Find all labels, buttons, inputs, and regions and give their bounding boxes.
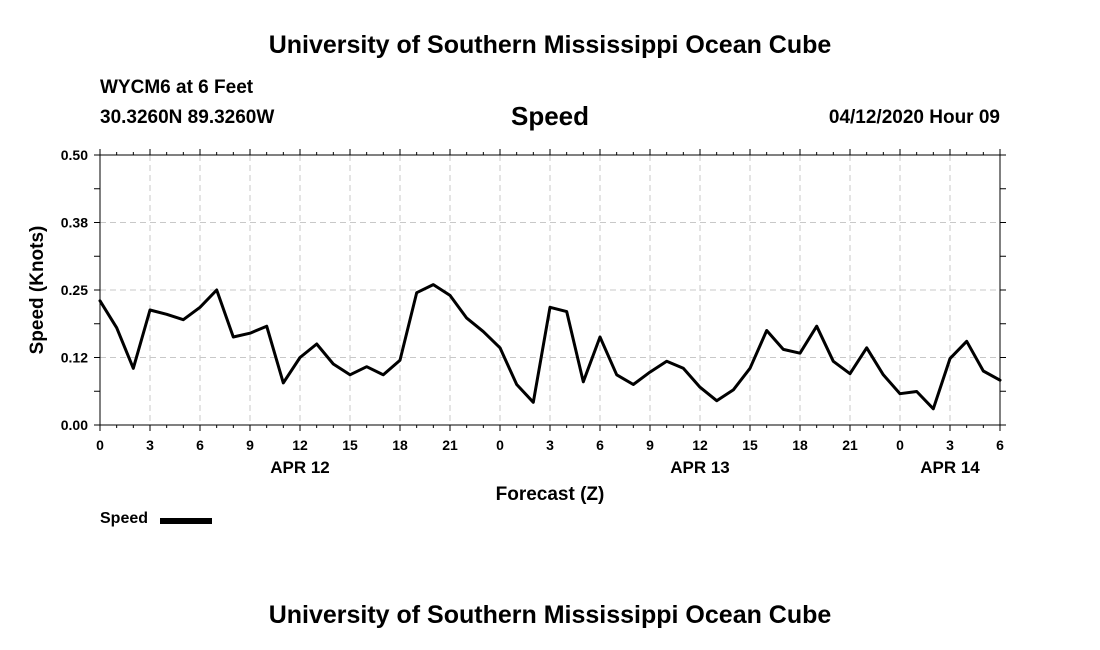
x-tick-label: 9 xyxy=(646,437,654,453)
x-tick-label: 12 xyxy=(692,437,708,453)
speed-data-point xyxy=(582,381,585,383)
speed-data-point xyxy=(332,363,335,365)
x-tick-label: 6 xyxy=(196,437,204,453)
speed-data-point xyxy=(782,348,785,351)
x-tick-label: 0 xyxy=(496,437,504,453)
station-label: WYCM6 at 6 Feet xyxy=(100,77,254,98)
y-tick-label: 0.12 xyxy=(61,350,88,366)
speed-data-point xyxy=(682,367,685,370)
speed-data-point xyxy=(382,373,385,376)
speed-data-point xyxy=(965,340,968,343)
speed-data-point xyxy=(649,371,651,373)
x-tick-label: 0 xyxy=(96,437,104,453)
speed-data-point xyxy=(149,309,151,311)
x-tick-label: 18 xyxy=(392,437,408,453)
x-tick-label: 0 xyxy=(896,437,904,453)
speed-data-point xyxy=(749,367,751,370)
y-tick-label: 0.38 xyxy=(61,215,88,231)
y-tick-label: 0.25 xyxy=(61,282,88,298)
speed-data-point xyxy=(449,294,451,297)
speed-data-point xyxy=(715,399,718,402)
date-label: APR 13 xyxy=(670,458,730,477)
x-tick-label: 12 xyxy=(292,437,308,453)
speed-data-point xyxy=(499,346,501,349)
speed-data-point xyxy=(232,336,235,338)
speed-data-point xyxy=(615,373,618,376)
x-tick-label: 21 xyxy=(842,437,858,453)
speed-data-point xyxy=(732,389,735,391)
speed-data-point xyxy=(99,300,101,302)
speed-data-point xyxy=(915,390,918,393)
speed-data-point xyxy=(765,329,768,332)
speed-data-point xyxy=(882,373,885,376)
y-axis-title: Speed (Knots) xyxy=(27,226,48,355)
speed-data-point xyxy=(699,386,701,389)
y-tick-label: 0.50 xyxy=(61,147,88,163)
top-title: University of Southern Mississippi Ocean… xyxy=(268,31,832,59)
chart-title: Speed xyxy=(510,101,590,131)
speed-data-point xyxy=(865,346,868,349)
speed-data-point xyxy=(932,408,935,410)
speed-data-point xyxy=(132,367,135,370)
speed-data-point xyxy=(282,382,285,384)
speed-data-point xyxy=(665,360,668,363)
x-tick-label: 21 xyxy=(442,437,458,453)
x-tick-label: 15 xyxy=(742,437,758,453)
forecast-datetime: 04/12/2020 Hour 09 xyxy=(828,107,1000,128)
speed-data-point xyxy=(565,310,568,313)
speed-data-point xyxy=(115,327,118,329)
speed-data-point xyxy=(299,356,301,359)
speed-data-point xyxy=(349,373,351,376)
x-tick-label: 6 xyxy=(596,437,604,453)
speed-data-point xyxy=(482,330,485,333)
speed-data-point xyxy=(182,318,185,321)
speed-data-point xyxy=(465,317,468,319)
speed-data-point xyxy=(949,357,951,360)
speed-data-point xyxy=(515,383,518,386)
speed-data-point xyxy=(532,401,535,404)
speed-data-point xyxy=(799,352,801,354)
y-tick-label: 0.00 xyxy=(61,417,88,433)
legend-line-swatch xyxy=(160,518,212,524)
speed-data-point xyxy=(899,392,901,395)
speed-data-point xyxy=(265,325,268,327)
x-tick-label: 9 xyxy=(246,437,254,453)
speed-data-point xyxy=(982,370,985,372)
speed-data-point xyxy=(315,343,318,345)
x-tick-label: 6 xyxy=(996,437,1004,453)
x-tick-label: 15 xyxy=(342,437,358,453)
speed-data-point xyxy=(432,283,435,286)
x-axis-title: Forecast (Z) xyxy=(496,484,605,505)
date-label: APR 14 xyxy=(920,458,980,477)
speed-data-point xyxy=(632,383,635,386)
date-label: APR 12 xyxy=(270,458,330,477)
speed-data-point xyxy=(832,360,835,363)
speed-data-point xyxy=(815,325,818,327)
speed-data-point xyxy=(215,289,218,291)
x-tick-label: 3 xyxy=(146,437,154,453)
legend-label: Speed xyxy=(100,510,149,527)
x-tick-label: 3 xyxy=(546,437,554,453)
speed-data-point xyxy=(165,313,168,316)
speed-data-point xyxy=(415,291,418,294)
speed-data-point xyxy=(849,372,851,375)
speed-data-point xyxy=(999,379,1001,381)
speed-data-point xyxy=(399,359,401,362)
speed-data-point xyxy=(599,336,601,338)
speed-data-point xyxy=(199,306,201,309)
bottom-title: University of Southern Mississippi Ocean… xyxy=(268,601,832,629)
coordinates-label: 30.3260N 89.3260W xyxy=(100,107,275,128)
x-tick-label: 18 xyxy=(792,437,808,453)
x-tick-label: 3 xyxy=(946,437,954,453)
speed-data-point xyxy=(549,306,551,309)
speed-data-point xyxy=(365,365,368,368)
speed-data-point xyxy=(249,332,251,335)
